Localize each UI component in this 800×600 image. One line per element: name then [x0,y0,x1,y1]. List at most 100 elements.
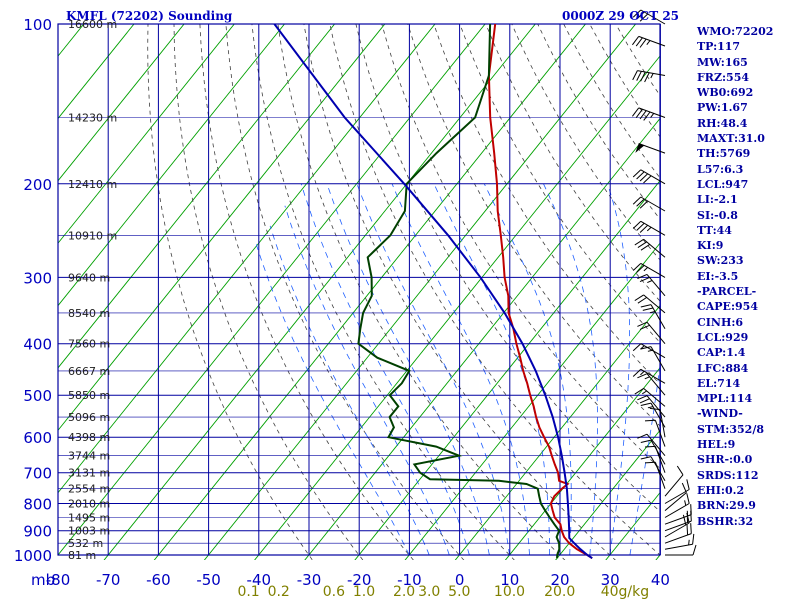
barb-flag [639,13,649,22]
barb-staff [650,456,666,482]
barb-flag [644,445,656,448]
index-item: CAP:1.4 [697,346,746,360]
wind-barb [632,262,666,278]
barb-flag [632,70,638,81]
wind-barb [664,523,692,544]
barb-flag [686,524,689,536]
y-axis-title: mb [31,571,55,589]
barb-half-flag [684,500,687,506]
barb-flag [637,297,647,304]
wind-barb [664,493,690,518]
index-item: RH:48.4 [697,116,748,130]
moist-adiabat-line [629,362,660,556]
wind-barb [637,433,666,457]
height-label: 532 m [68,537,103,550]
index-item: TH:5769 [697,147,751,161]
barb-flag [640,439,652,443]
index-item: EI:-3.5 [697,269,739,283]
barb-half-flag [649,311,656,314]
barb-flag [639,200,649,209]
dry-adiabat-line [433,24,660,385]
dry-adiabat-line [225,24,465,560]
wind-barb [632,35,666,48]
wind-barb [635,143,666,154]
barb-flag [632,196,642,205]
barb-staff [640,368,666,384]
wind-barb [632,196,666,212]
wind-barb [665,544,697,556]
barb-flag [639,324,650,330]
parcel-trace [273,24,593,560]
barb-staff [650,304,666,330]
moist-adiabat-line [300,183,470,556]
index-item: SHR-:0.0 [697,453,753,467]
barb-staff [664,489,690,504]
dry-adiabat-line [485,24,660,302]
barb-flag [640,402,652,406]
temperature-tick-label: -70 [96,571,121,589]
wind-barb [637,321,666,345]
barb-staff [643,388,666,407]
sounding-traces [273,24,593,560]
barb-flag [634,238,644,246]
barb-staff [646,321,666,345]
pressure-tick-label: 400 [23,336,52,354]
background-lines [58,24,660,560]
index-item: L57:6.3 [697,162,744,176]
barb-flag [632,343,642,352]
index-item: LI:-2.1 [697,193,738,207]
barb-staff [654,420,666,447]
barb-flag [640,304,652,308]
mixing-ratio-label: 1.0 [353,584,375,600]
temperature-tick-label: 40 [651,571,670,589]
barb-staff [640,169,666,185]
barb-flag [637,273,648,279]
index-item: BRN:29.9 [697,499,756,513]
moist-adiabat-line [543,183,598,556]
dry-adiabat-line [277,24,566,560]
grid-frame [57,23,661,556]
barb-flag [635,37,643,47]
height-label: 9640 m [68,271,110,284]
dry-adiabat-line [381,24,660,469]
temperature-tick-label: -30 [297,571,322,589]
isotherm-line [254,55,660,560]
barb-flag [676,465,684,476]
barb-staff [650,402,666,428]
barb-flag [640,243,650,251]
indices-panel: WMO:72202 TP:117 MW:165 FRZ:554 WB0:692 PW:1.… [697,24,773,529]
barb-flag [690,523,692,534]
moist-adiabat-line [607,183,630,556]
wind-barb [664,465,684,497]
pressure-tick-label: 200 [23,176,52,194]
barb-flag [640,456,652,460]
index-item: PW:1.67 [697,101,748,115]
barb-half-flag [640,345,645,350]
barb-staff [664,474,684,497]
barb-pennant [635,143,645,153]
barb-flag [643,111,651,121]
barb-half-flag [644,376,650,380]
barb-half-flag [650,73,654,79]
height-label: 3131 m [68,467,110,480]
isotherm-line [304,117,660,560]
barb-flag [642,307,654,311]
temperature-tick-label: 30 [601,571,620,589]
barb-staff [638,35,666,47]
dry-adiabat-line [147,24,313,560]
barb-staff [640,220,666,236]
isotherm-line [58,24,436,494]
temperature-tick-label: -80 [46,571,71,589]
barb-half-flag [646,226,652,232]
index-item: TT:44 [697,223,732,237]
barb-half-flag [643,267,649,272]
pressure-tick-label: 500 [23,387,52,405]
wind-barb [632,368,666,384]
index-item: WMO:72202 [697,25,774,38]
isotherm-line [504,367,660,560]
height-label: 7560 m [68,338,110,351]
pressure-tick-label: 900 [23,523,52,541]
barb-flag [639,38,647,48]
height-label: 1495 m [68,512,110,525]
barb-staff [664,514,692,525]
